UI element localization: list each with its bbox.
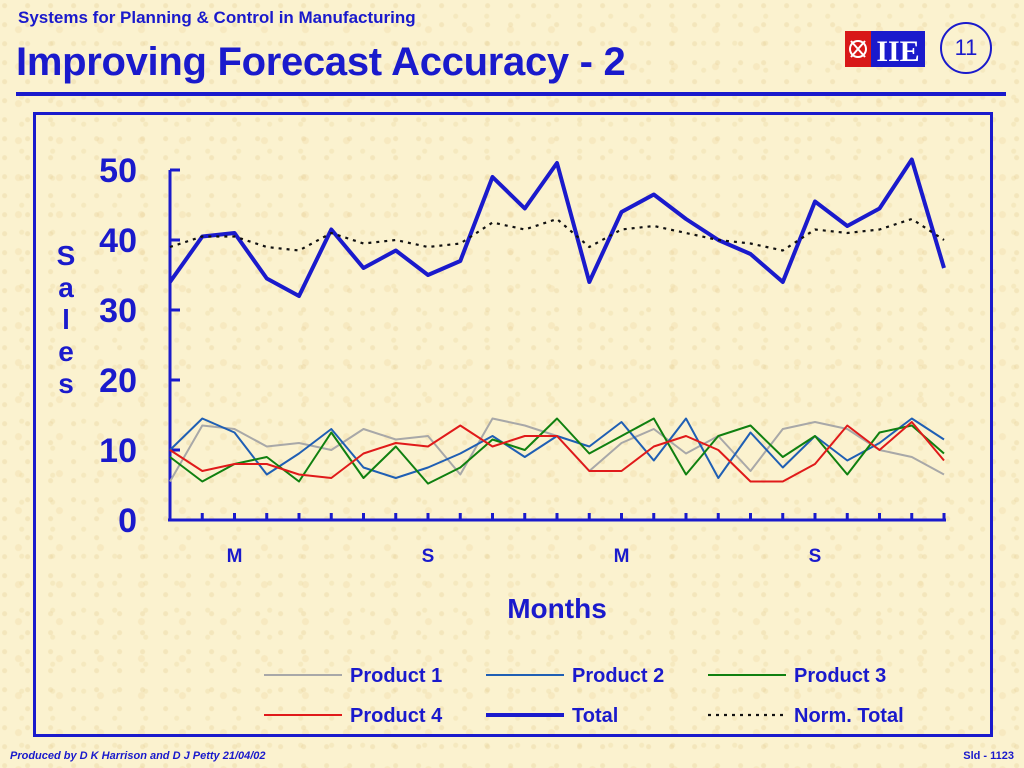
iie-logo: IIE — [845, 31, 925, 68]
legend-label: Product 3 — [794, 665, 886, 687]
series-line-product-3 — [169, 417, 945, 485]
legend-item-norm-total: Norm. Total — [708, 705, 904, 727]
y-tick-label: 0 — [118, 502, 137, 540]
y-tick-label: 10 — [99, 432, 137, 470]
y-tick-label: 40 — [99, 222, 137, 260]
y-tick-label: 30 — [99, 292, 137, 330]
legend-item-product-1: Product 1 — [264, 665, 442, 687]
series-product-1 — [169, 417, 945, 482]
legend-label: Product 1 — [350, 665, 442, 687]
legend-label: Total — [572, 705, 618, 727]
x-tick-label: S — [422, 546, 435, 567]
x-axis-title: Months — [507, 593, 607, 624]
footer-credit: Produced by D K Harrison and D J Petty 2… — [10, 750, 266, 762]
legend-item-total: Total — [486, 705, 618, 727]
legend-label: Product 2 — [572, 665, 664, 687]
slide-number-badge: 11 — [940, 22, 992, 74]
chart-legend: Product 1 Product 2 Product 3 Product 4 Tota… — [264, 665, 904, 727]
legend-item-product-3: Product 3 — [708, 665, 886, 687]
x-tick-label: S — [809, 546, 822, 567]
series-norm-total — [169, 217, 945, 252]
y-tick-label: 20 — [99, 362, 137, 400]
legend-label: Norm. Total — [794, 705, 904, 727]
x-tick-label: M — [227, 546, 243, 567]
legend-label: Product 4 — [350, 705, 443, 727]
series-line-total — [168, 157, 946, 298]
x-tick-label: M — [614, 546, 630, 567]
slide-title: Improving Forecast Accuracy - 2 — [16, 40, 626, 84]
presentation-subtitle: Systems for Planning & Control in Manufa… — [18, 8, 416, 27]
logo-text: IIE — [876, 35, 919, 67]
footer-slide-id: Sld - 1123 — [963, 750, 1014, 762]
series-line-product-4 — [169, 421, 945, 483]
legend-item-product-4: Product 4 — [264, 705, 443, 727]
legend-item-product-2: Product 2 — [486, 665, 664, 687]
series-total — [168, 157, 946, 298]
series-product-4 — [169, 421, 945, 483]
title-divider — [16, 92, 1006, 96]
y-tick-label: 50 — [99, 152, 137, 190]
series-line-norm-total — [169, 217, 945, 252]
series-product-3 — [169, 417, 945, 485]
